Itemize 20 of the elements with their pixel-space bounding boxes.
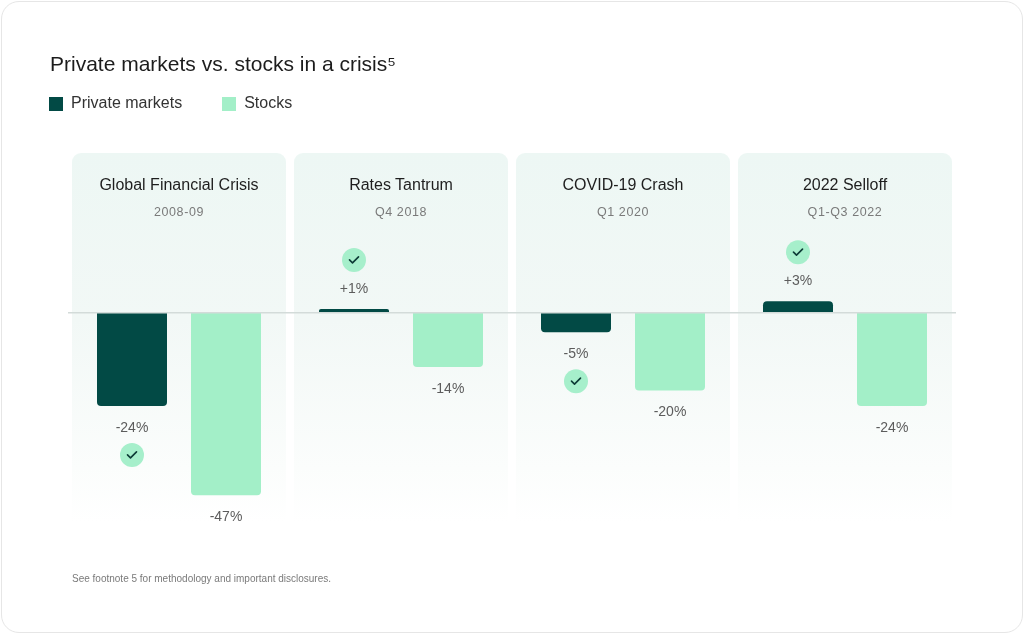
data-label: -24% — [115, 418, 149, 435]
x-tick-label: COVID-19 Crash — [562, 176, 684, 193]
legend-label: Private markets — [71, 94, 183, 111]
text: Q4 2018 — [374, 205, 428, 219]
x-tick-label: 2022 Selloff — [802, 176, 888, 193]
data-label: -5% — [563, 345, 589, 362]
x-tick-label: Global Financial Crisis — [99, 176, 259, 193]
data-label: -24% — [875, 418, 909, 435]
data-label: -20% — [653, 403, 687, 420]
text: Q1-Q3 2022 — [807, 205, 883, 219]
chart-title: Private markets vs. stocks in a crisis⁵ — [50, 52, 396, 76]
data-label: +3% — [783, 272, 813, 289]
x-tick-label: Rates Tantrum — [349, 176, 453, 193]
text: See footnote 5 for methodology and important disclosures. — [72, 573, 332, 584]
text: 2008-09 — [153, 205, 205, 219]
data-label: -14% — [431, 380, 465, 397]
data-label: -47% — [209, 508, 243, 525]
data-label: +1% — [339, 279, 369, 296]
text: Q1 2020 — [596, 205, 650, 219]
legend-label: Stocks — [244, 94, 293, 111]
